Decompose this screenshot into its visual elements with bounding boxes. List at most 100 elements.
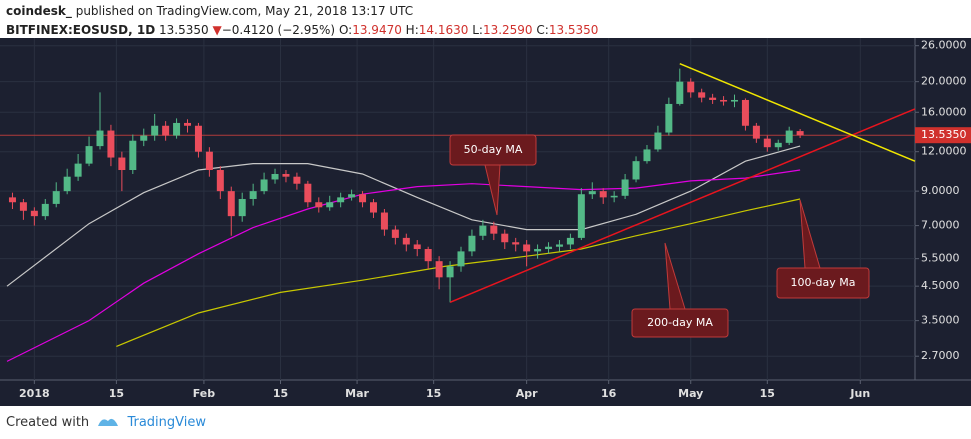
candle-body <box>501 233 509 243</box>
candle-body <box>271 173 279 180</box>
candle-body <box>348 194 356 198</box>
candle-body <box>205 151 213 171</box>
candle-body <box>621 179 629 196</box>
h-label: H: <box>405 23 419 37</box>
candle-body <box>446 266 454 278</box>
author: coindesk_ <box>6 4 72 18</box>
candle-body <box>698 92 706 98</box>
callout-label: 200-day MA <box>647 316 713 329</box>
candle-body <box>752 125 760 139</box>
h-value: 14.1630 <box>418 23 469 37</box>
callout-box <box>776 267 870 299</box>
candle-body <box>512 242 520 245</box>
candle-body <box>194 125 202 152</box>
candle-body <box>227 191 235 217</box>
candle-body <box>676 81 684 104</box>
published: published on TradingView.com, May 21, 20… <box>75 4 414 18</box>
candle-body <box>369 202 377 213</box>
candle-body <box>173 122 181 136</box>
candle-body <box>74 163 82 177</box>
x-tick-label: 15 <box>426 387 441 400</box>
y-tick-label: 5.5000 <box>921 252 960 265</box>
y-tick-label: 7.0000 <box>921 219 960 232</box>
trendline <box>449 108 916 303</box>
y-tick-label: 4.5000 <box>921 279 960 292</box>
x-tick-label: 15 <box>109 387 124 400</box>
candle-body <box>687 81 695 93</box>
candle-body <box>720 99 728 102</box>
candle-body <box>610 195 618 198</box>
candle-body <box>52 191 60 204</box>
candle-body <box>577 194 585 238</box>
candle-body <box>763 138 771 148</box>
header: coindesk_ published on TradingView.com, … <box>6 2 598 40</box>
candle-body <box>184 122 192 126</box>
candle-body <box>63 176 71 192</box>
candle-body <box>30 210 38 217</box>
candle-body <box>741 99 749 126</box>
candle-body <box>8 197 16 203</box>
candle-body <box>654 132 662 150</box>
candle-body <box>424 249 432 262</box>
candle-body <box>534 249 542 252</box>
candle-body <box>140 135 148 141</box>
brand[interactable]: TradingView <box>127 415 206 430</box>
y-tick-label: 3.5000 <box>921 314 960 327</box>
candle-body <box>260 179 268 192</box>
callout-box <box>631 308 729 338</box>
candle-body <box>129 140 137 171</box>
x-tick-label: 15 <box>760 387 775 400</box>
callout-box <box>449 134 537 166</box>
candle-body <box>282 173 290 177</box>
candle-body <box>796 131 804 136</box>
callout-label: 50-day MA <box>464 143 523 156</box>
symbol: BITFINEX:EOSUSD, 1D <box>6 23 156 37</box>
price: 13.5350 <box>159 23 209 37</box>
candle-body <box>96 130 104 147</box>
arrow: ▼ <box>212 23 222 37</box>
candle-body <box>643 149 651 162</box>
candle-body <box>315 202 323 208</box>
candle-body <box>380 212 388 230</box>
candle-body <box>632 161 640 180</box>
x-tick-label: Apr <box>516 387 538 400</box>
candle-body <box>479 225 487 236</box>
candle-body <box>566 237 574 245</box>
y-tick-label: 9.0000 <box>921 184 960 197</box>
candle-body <box>435 261 443 278</box>
candle-body <box>468 235 476 252</box>
x-tick-label: May <box>678 387 703 400</box>
l-value: 13.2590 <box>482 23 533 37</box>
candle-body <box>665 103 673 133</box>
candle-body <box>490 225 498 234</box>
c-label: C: <box>536 23 549 37</box>
candle-body <box>402 237 410 245</box>
candle-body <box>326 202 334 208</box>
candle-body <box>359 194 367 203</box>
candle-body <box>774 142 782 148</box>
moving-average <box>6 169 801 362</box>
c-value: 13.5350 <box>548 23 599 37</box>
x-tick-label: Jun <box>849 387 870 400</box>
candle-body <box>85 146 93 164</box>
candle-body <box>293 176 301 184</box>
y-tick-label: 26.0000 <box>921 39 967 52</box>
y-tick-label: 20.0000 <box>921 75 967 88</box>
candle-body <box>19 202 27 211</box>
logo <box>98 418 119 426</box>
chart: 26.0000 20.0000 16.0000 12.0000 9.0000 7.0000… <box>0 38 971 406</box>
candle-body <box>588 191 596 195</box>
candle-body <box>162 125 170 136</box>
candle-body <box>555 244 563 247</box>
last-price-box <box>915 127 971 144</box>
candle-body <box>413 244 421 250</box>
candle-body <box>107 130 115 158</box>
l-label: L: <box>472 23 483 37</box>
o-label: O: <box>338 23 353 37</box>
y-tick-label: 2.7000 <box>921 349 960 362</box>
x-tick-label: Feb <box>193 387 216 400</box>
candle-body <box>216 170 224 192</box>
candle-body <box>41 203 49 217</box>
moving-average <box>6 145 801 287</box>
